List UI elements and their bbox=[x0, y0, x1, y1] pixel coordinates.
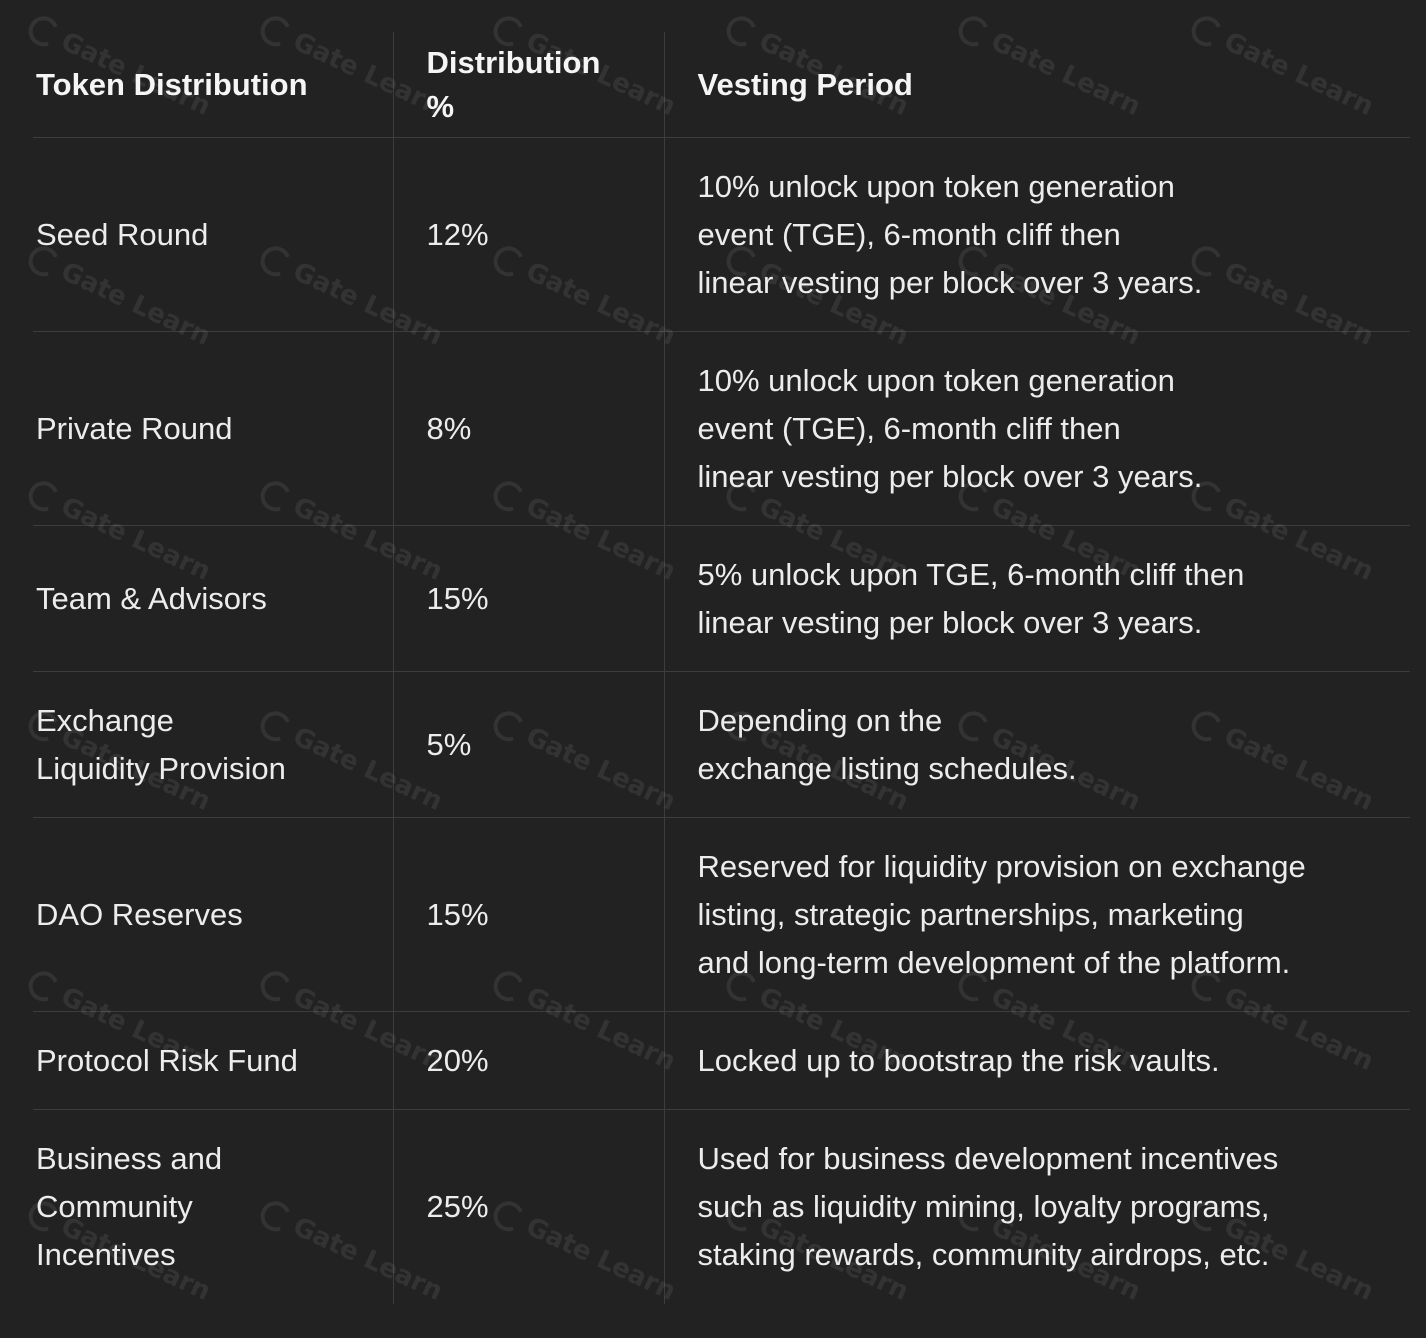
cell-vesting-period: Depending on the exchange listing schedu… bbox=[663, 671, 1410, 818]
cell-token-name: Team & Advisors bbox=[33, 525, 393, 672]
cell-token-name: Protocol Risk Fund bbox=[33, 1011, 393, 1110]
cell-distribution-percent: 15% bbox=[392, 525, 664, 672]
cell-vesting-period: Reserved for liquidity provision on exch… bbox=[663, 817, 1410, 1012]
token-distribution-table-container: Token Distribution Distribution % Vestin… bbox=[33, 32, 1410, 1304]
cell-token-name: Exchange Liquidity Provision bbox=[33, 671, 393, 818]
cell-distribution-percent: 8% bbox=[392, 331, 664, 526]
table-row: Protocol Risk Fund 20% Locked up to boot… bbox=[33, 1011, 1410, 1110]
table-row: Team & Advisors 15% 5% unlock upon TGE, … bbox=[33, 525, 1410, 672]
table-row: Seed Round 12% 10% unlock upon token gen… bbox=[33, 137, 1410, 332]
cell-distribution-percent: 25% bbox=[392, 1109, 664, 1304]
cell-distribution-percent: 15% bbox=[392, 817, 664, 1012]
cell-token-name: DAO Reserves bbox=[33, 817, 393, 1012]
cell-token-name: Private Round bbox=[33, 331, 393, 526]
cell-vesting-period: 10% unlock upon token generation event (… bbox=[663, 137, 1410, 332]
cell-distribution-percent: 20% bbox=[392, 1011, 664, 1110]
header-vesting-period: Vesting Period bbox=[663, 32, 1410, 138]
cell-token-name: Business and Community Incentives bbox=[36, 1140, 223, 1272]
table-row: Business and Community Incentives 25% Us… bbox=[33, 1109, 1410, 1304]
header-distribution-percent: Distribution % bbox=[392, 32, 664, 138]
table-header-row: Token Distribution Distribution % Vestin… bbox=[33, 32, 1410, 138]
cell-vesting-period: Locked up to bootstrap the risk vaults. bbox=[663, 1011, 1410, 1110]
table-row: Private Round 8% 10% unlock upon token g… bbox=[33, 331, 1410, 526]
cell-distribution-percent: 12% bbox=[392, 137, 664, 332]
cell-vesting-period: 5% unlock upon TGE, 6-month cliff then l… bbox=[663, 525, 1410, 672]
token-distribution-table: Token Distribution Distribution % Vestin… bbox=[33, 32, 1410, 1304]
cell-token-name: Seed Round bbox=[33, 137, 393, 332]
cell-distribution-percent: 5% bbox=[392, 671, 664, 818]
header-token-distribution: Token Distribution bbox=[33, 32, 393, 138]
table-row: DAO Reserves 15% Reserved for liquidity … bbox=[33, 817, 1410, 1012]
cell-vesting-period: 10% unlock upon token generation event (… bbox=[663, 331, 1410, 526]
table-row: Exchange Liquidity Provision 5% Dependin… bbox=[33, 671, 1410, 818]
cell-vesting-period: Used for business development incentives… bbox=[663, 1109, 1410, 1304]
